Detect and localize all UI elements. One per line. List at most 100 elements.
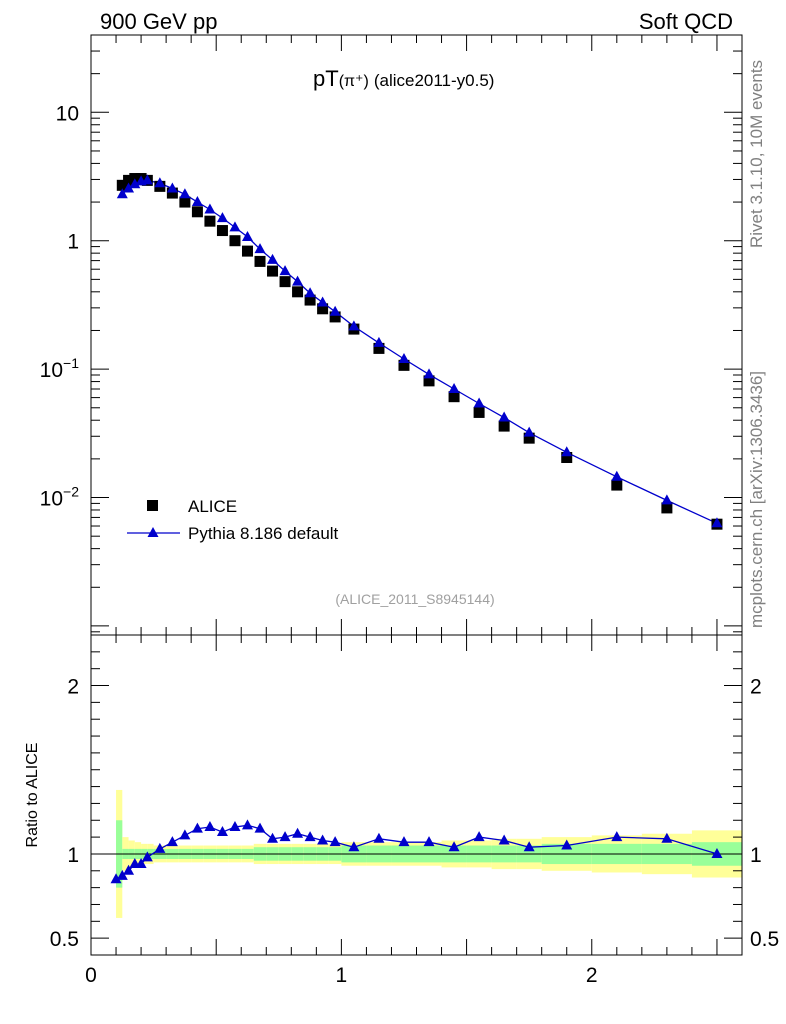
main-ticks <box>90 34 743 635</box>
ratio-point <box>448 841 460 852</box>
ratio-point <box>229 821 241 831</box>
ratio-point <box>279 831 291 842</box>
ratio-point <box>498 834 510 845</box>
ratio-point <box>141 851 153 862</box>
data-point <box>398 359 410 371</box>
data-point <box>123 174 135 186</box>
ratio-ticks <box>90 634 743 956</box>
data-point <box>561 451 573 463</box>
ratio-y-tick-label-right: 0.5 <box>750 928 779 951</box>
mc-point <box>216 212 228 223</box>
ratio-point <box>348 841 360 852</box>
y-tick-label: 1 <box>67 231 79 254</box>
data-point <box>292 286 304 298</box>
y-tick-label: 10 <box>56 102 79 125</box>
mc-point <box>254 243 266 254</box>
mc-point <box>229 221 241 232</box>
data-point <box>661 502 673 514</box>
plot-title-tag: (alice2011-y0.5) <box>374 71 495 90</box>
ratio-point <box>473 831 485 842</box>
ratio-point <box>398 836 410 847</box>
ratio-y-tick-label-right: 2 <box>750 676 762 699</box>
y-tick-label: 10−1 <box>40 355 80 382</box>
ratio-point <box>216 826 228 837</box>
mc-point <box>267 253 279 264</box>
data-point <box>204 215 216 227</box>
main-plot: 10 1 10−1 10−2 pT(π⁺) (alice2011-y0.5) ALICE… <box>40 34 743 636</box>
data-point <box>473 406 485 418</box>
legend-marker-mc <box>147 527 159 537</box>
data-point <box>179 196 191 208</box>
ratio-plot: 2 2 1 1 0.5 0.5 0 1 2 Ratio to ALICE <box>24 634 779 987</box>
data-points <box>116 173 723 530</box>
data-point <box>498 420 510 432</box>
data-point <box>373 342 385 354</box>
legend-label-mc: Pythia 8.186 default <box>188 524 339 543</box>
data-point <box>304 294 316 306</box>
mc-point <box>329 305 341 316</box>
mcplots-label: mcplots.cern.ch [arXiv:1306.3436] <box>747 371 766 628</box>
data-point <box>166 187 178 199</box>
mc-point <box>191 196 203 207</box>
ratio-point <box>254 822 266 833</box>
mc-point <box>448 383 460 394</box>
mc-point <box>661 494 673 505</box>
rivet-label: Rivet 3.1.10, 10M events <box>747 60 766 248</box>
mc-point <box>611 470 623 481</box>
legend-marker-alice <box>147 500 158 511</box>
mc-point <box>523 426 535 437</box>
mc-point <box>123 182 135 193</box>
mc-point <box>561 446 573 457</box>
mc-point <box>317 296 329 307</box>
legend: ALICE Pythia 8.186 default <box>127 497 339 543</box>
mc-point <box>241 230 253 241</box>
ratio-point <box>191 822 203 833</box>
ratio-point <box>154 842 166 853</box>
ratio-point <box>561 839 573 850</box>
ratio-y-tick-label-right: 1 <box>750 844 762 867</box>
y-tick-label: 10−2 <box>40 484 80 511</box>
data-point <box>611 479 623 491</box>
x-tick-label: 0 <box>85 964 97 987</box>
mc-points <box>116 174 723 528</box>
ratio-point <box>373 832 385 843</box>
mc-point <box>279 265 291 276</box>
ratio-point <box>267 832 279 843</box>
ratio-point <box>135 858 147 869</box>
mc-point <box>373 336 385 347</box>
mc-point <box>129 178 141 189</box>
header-right: Soft QCD <box>639 9 733 34</box>
plot-title-paren: (π⁺) <box>339 73 369 90</box>
mc-point <box>116 188 128 199</box>
ratio-point <box>423 836 435 847</box>
mc-point <box>348 320 360 331</box>
mc-point <box>141 174 153 185</box>
ratio-point <box>123 864 135 875</box>
analysis-watermark: (ALICE_2011_S8945144) <box>335 591 494 607</box>
data-point <box>229 235 241 247</box>
mc-point <box>179 188 191 199</box>
mc-point <box>473 397 485 408</box>
mc-point <box>304 287 316 298</box>
ratio-point <box>661 832 673 843</box>
ratio-y-tick-label: 0.5 <box>50 928 79 951</box>
x-tick-label: 1 <box>336 964 348 987</box>
ratio-y-tick-label: 2 <box>67 676 79 699</box>
mc-point <box>711 517 723 528</box>
ratio-point <box>292 827 304 838</box>
ratio-y-tick-labels: 2 2 1 1 0.5 0.5 <box>50 676 779 952</box>
x-tick-label: 2 <box>586 964 598 987</box>
mc-point <box>204 203 216 214</box>
ratio-y-axis-label: Ratio to ALICE <box>24 743 41 848</box>
mc-point <box>398 352 410 363</box>
legend-label-alice: ALICE <box>188 497 237 516</box>
ratio-point <box>241 819 253 830</box>
mc-point <box>423 368 435 379</box>
main-plot-frame <box>90 34 743 636</box>
ratio-point <box>110 873 122 884</box>
ratio-point <box>166 836 178 847</box>
ratio-point <box>204 821 216 831</box>
ratio-point <box>304 831 316 842</box>
plot-title-main: pT <box>313 66 339 91</box>
data-point <box>317 303 329 315</box>
